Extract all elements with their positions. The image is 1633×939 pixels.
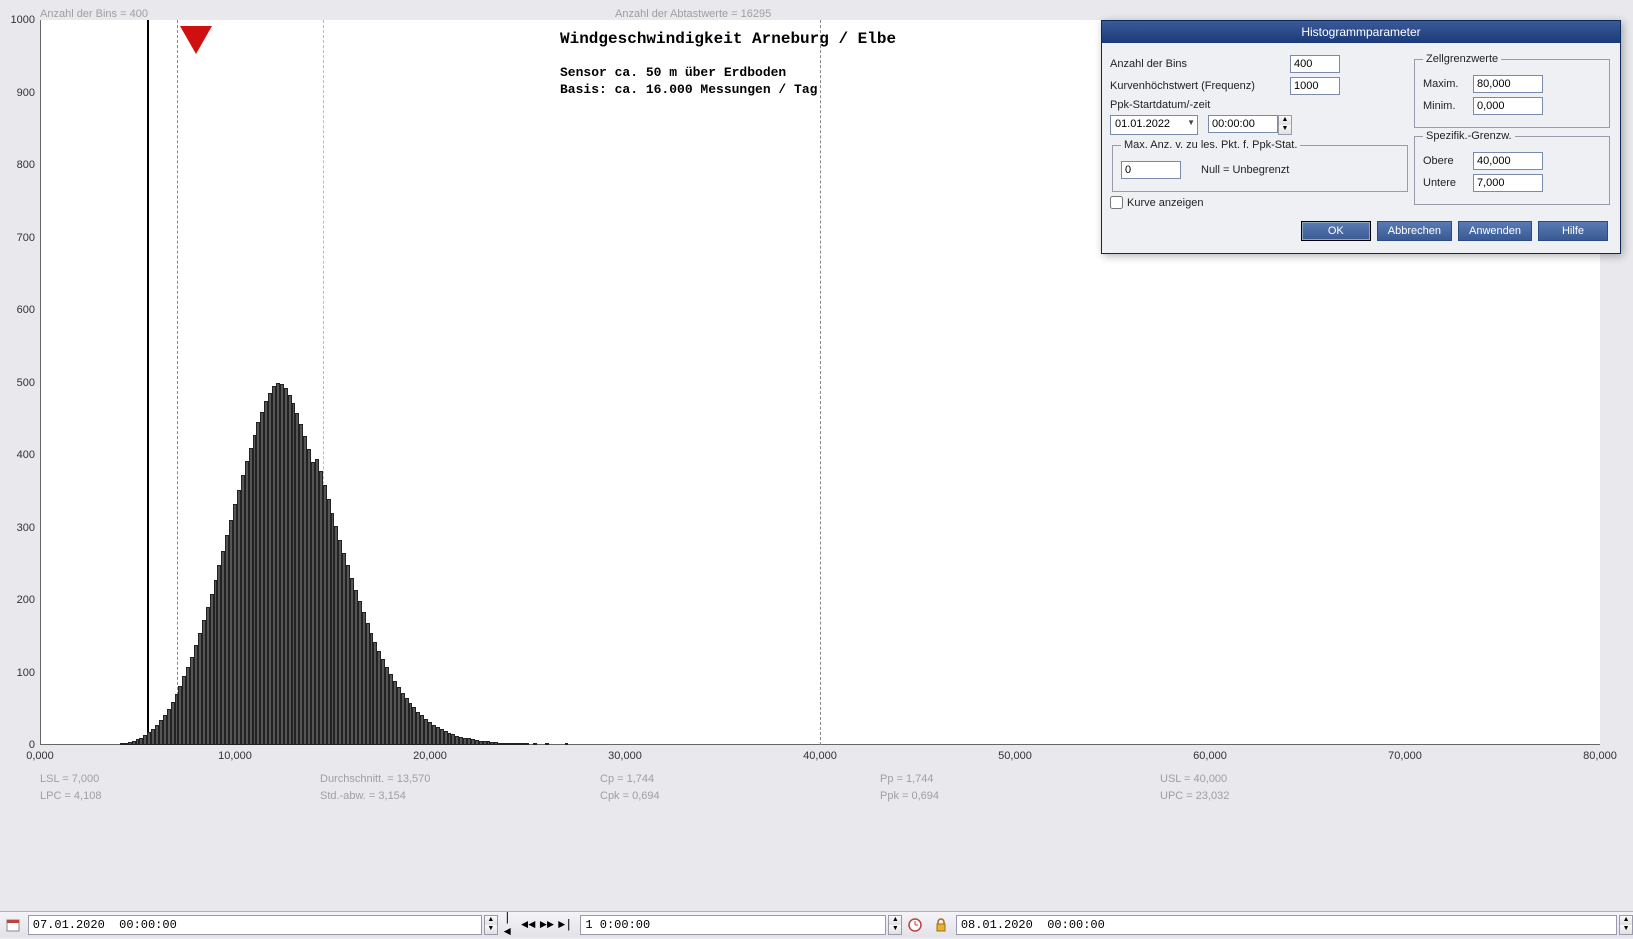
histogram-params-dialog: Histogrammparameter Anzahl der Bins Kurv…: [1101, 20, 1621, 254]
nav-prev-icon[interactable]: ◄◄: [519, 918, 537, 932]
spec-lower-input[interactable]: [1473, 174, 1543, 192]
start-time-spinner[interactable]: ▲▼: [484, 915, 498, 935]
y-tick-label: 900: [5, 87, 35, 99]
stat-avg: Durchschnitt. = 13,570: [320, 773, 430, 785]
y-tick-label: 100: [5, 667, 35, 679]
spec-limits-legend: Spezifik.-Grenzw.: [1423, 130, 1515, 142]
show-curve-checkbox[interactable]: [1110, 196, 1123, 209]
y-tick-label: 500: [5, 377, 35, 389]
lock-icon[interactable]: [931, 915, 951, 935]
cell-max-input[interactable]: [1473, 75, 1543, 93]
ppk-time-spinner[interactable]: ▲▼: [1278, 115, 1292, 135]
calendar-icon[interactable]: [3, 915, 23, 935]
bins-input[interactable]: [1290, 55, 1340, 73]
x-tick-label: 30,000: [608, 750, 642, 762]
spec-lower-label: Untere: [1423, 177, 1473, 189]
bins-label: Anzahl der Bins: [1110, 58, 1290, 70]
ppk-start-label: Ppk-Startdatum/-zeit: [1110, 99, 1210, 111]
spec-upper-input[interactable]: [1473, 152, 1543, 170]
x-tick-label: 0,000: [26, 750, 54, 762]
y-tick-label: 1000: [5, 14, 35, 26]
end-time-input[interactable]: [956, 915, 1617, 935]
nav-last-icon[interactable]: ►|: [556, 918, 574, 932]
stat-usl: USL = 40,000: [1160, 773, 1227, 785]
x-tick-label: 80,000: [1583, 750, 1617, 762]
histogram-bar: [526, 743, 530, 745]
x-tick-label: 60,000: [1193, 750, 1227, 762]
spec-upper-label: Obere: [1423, 155, 1473, 167]
maxpts-hint: Null = Unbegrenzt: [1201, 164, 1289, 176]
time-toolbar: ▲▼ |◄ ◄◄ ►► ►| ▲▼ ▲▼: [0, 911, 1633, 937]
x-tick-label: 70,000: [1388, 750, 1422, 762]
samples-info-label: Anzahl der Abtastwerte = 16295: [615, 8, 771, 20]
cancel-button[interactable]: Abbrechen: [1377, 221, 1452, 241]
stat-lsl: LSL = 7,000: [40, 773, 99, 785]
nav-first-icon[interactable]: |◄: [502, 911, 519, 939]
dialog-title[interactable]: Histogrammparameter: [1102, 21, 1620, 43]
nav-next-icon[interactable]: ►►: [538, 918, 556, 932]
y-tick-label: 300: [5, 522, 35, 534]
stat-cpk: Cpk = 0,694: [600, 790, 660, 802]
nav-controls: |◄ ◄◄ ►► ►|: [502, 911, 575, 939]
cell-min-label: Minim.: [1423, 100, 1473, 112]
y-tick-label: 400: [5, 449, 35, 461]
ppk-time-input[interactable]: [1208, 115, 1278, 133]
maxpts-legend: Max. Anz. v. zu les. Pkt. f. Ppk-Stat.: [1121, 139, 1300, 151]
curve-max-label: Kurvenhöchstwert (Frequenz): [1110, 80, 1290, 92]
cell-min-input[interactable]: [1473, 97, 1543, 115]
span-input[interactable]: [580, 915, 886, 935]
y-tick-label: 800: [5, 159, 35, 171]
stat-lpc: LPC = 4,108: [40, 790, 101, 802]
histogram-bar: [533, 743, 537, 745]
apply-button[interactable]: Anwenden: [1458, 221, 1532, 241]
help-button[interactable]: Hilfe: [1538, 221, 1608, 241]
y-tick-label: 200: [5, 594, 35, 606]
end-time-spinner[interactable]: ▲▼: [1619, 915, 1633, 935]
histogram-bar: [565, 743, 569, 745]
show-curve-label: Kurve anzeigen: [1127, 197, 1203, 209]
x-tick-label: 50,000: [998, 750, 1032, 762]
span-spinner[interactable]: ▲▼: [888, 915, 902, 935]
x-tick-label: 20,000: [413, 750, 447, 762]
stat-pp: Pp = 1,744: [880, 773, 934, 785]
x-tick-label: 10,000: [218, 750, 252, 762]
stat-upc: UPC = 23,032: [1160, 790, 1229, 802]
bins-info-label: Anzahl der Bins = 400: [40, 8, 148, 20]
cell-limits-legend: Zellgrenzwerte: [1423, 53, 1501, 65]
stat-cp: Cp = 1,744: [600, 773, 654, 785]
y-tick-label: 700: [5, 232, 35, 244]
curve-max-input[interactable]: [1290, 77, 1340, 95]
x-tick-label: 40,000: [803, 750, 837, 762]
maxpts-input[interactable]: [1121, 161, 1181, 179]
stat-std: Std.-abw. = 3,154: [320, 790, 406, 802]
cell-max-label: Maxim.: [1423, 78, 1473, 90]
ppk-date-input[interactable]: 01.01.2022: [1110, 115, 1198, 135]
marker-triangle-icon[interactable]: [180, 26, 212, 54]
y-tick-label: 600: [5, 304, 35, 316]
stat-ppk: Ppk = 0,694: [880, 790, 939, 802]
histogram-bar: [545, 743, 549, 745]
clock-icon[interactable]: [905, 915, 925, 935]
ok-button[interactable]: OK: [1301, 221, 1371, 241]
start-time-input[interactable]: [28, 915, 482, 935]
